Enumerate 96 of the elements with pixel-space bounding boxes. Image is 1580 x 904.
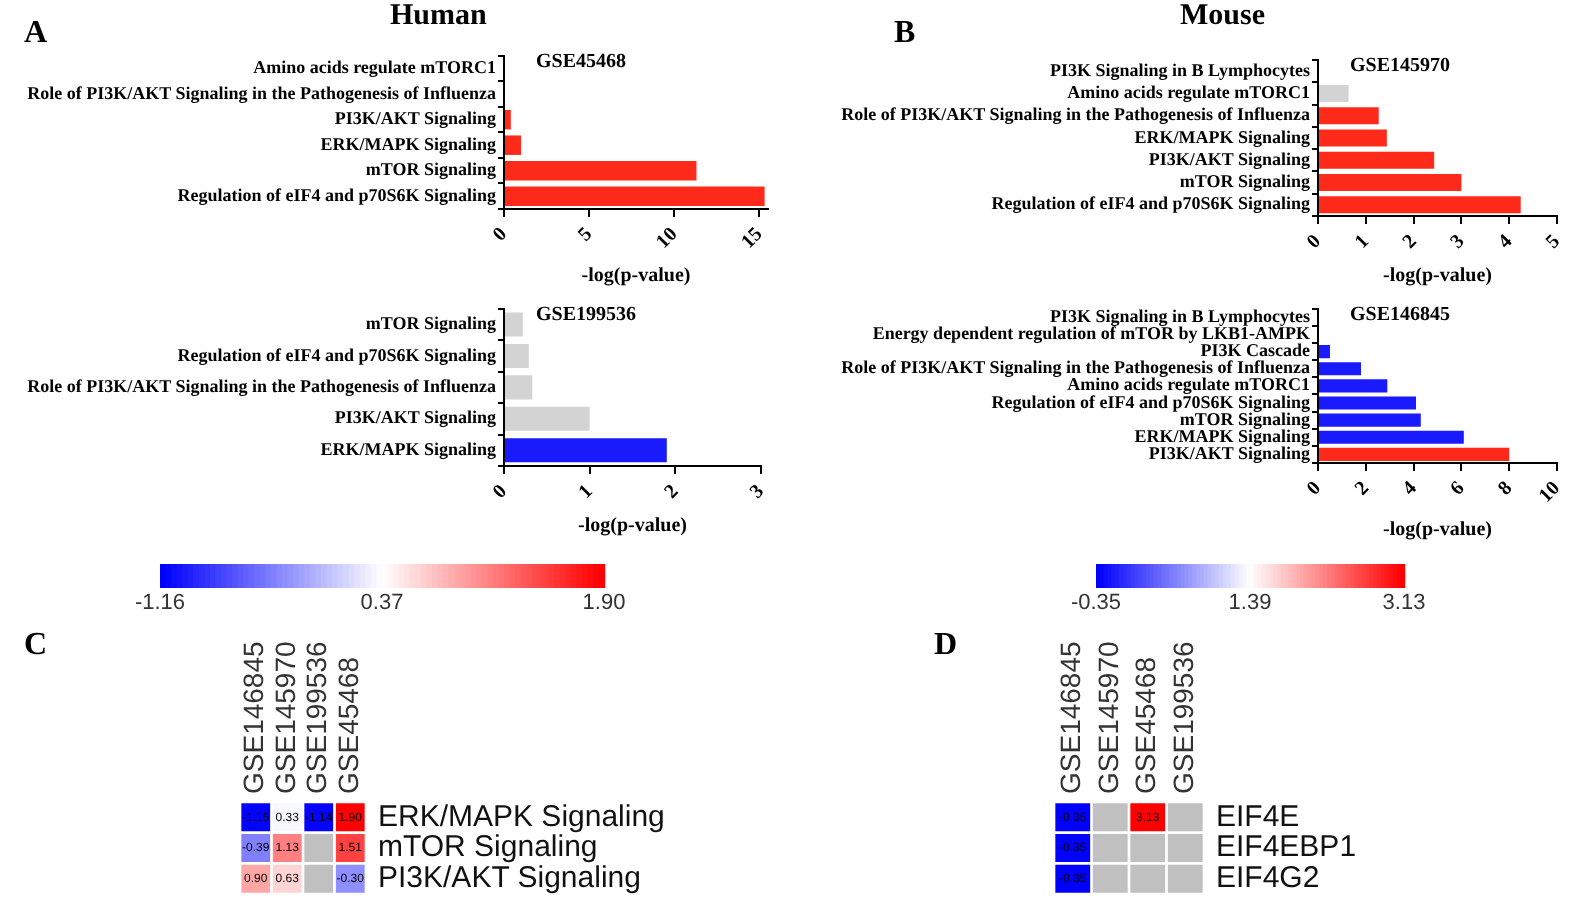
y-tick-label: Role of PI3K/AKT Signaling in the Pathogenesis of Influenza xyxy=(27,376,497,397)
x-tick-label: GSE45468 xyxy=(1129,656,1162,794)
y-tick-label: Regulation of eIF4 and p70S6K Signaling xyxy=(177,184,497,205)
y-tick-label: PI3K Signaling in B Lymphocytes xyxy=(1049,306,1311,327)
y-tick-label: mTOR Signaling xyxy=(1179,171,1311,192)
y-tick-label: Energy dependent regulation of mTOR by LKB1-AMPK xyxy=(872,323,1310,344)
color-bar-label: -0.35 xyxy=(1070,591,1122,616)
x-tick-label: GSE45468 xyxy=(331,656,364,794)
x-tick-label: 5 xyxy=(574,223,598,247)
bar xyxy=(1319,379,1388,393)
y-tick-label: mTOR Signaling xyxy=(365,313,497,334)
x-tick-label: 10 xyxy=(1535,477,1565,508)
y-tick-label: PI3K Cascade xyxy=(1200,340,1310,361)
chart-title: GSE45468 xyxy=(536,51,627,74)
y-tick-label: Amino acids regulate mTORC1 xyxy=(1067,374,1311,395)
x-tick-label: 0 xyxy=(1303,230,1326,254)
x-tick-label: 4 xyxy=(1494,230,1518,254)
x-axis-title: -log(p-value) xyxy=(581,265,691,288)
y-tick-label: PI3K/AKT Signaling xyxy=(378,860,641,895)
bar xyxy=(505,438,667,463)
x-tick-label: 10 xyxy=(652,223,683,254)
y-tick-label: PI3K/AKT Signaling xyxy=(334,407,497,428)
x-tick-label: 8 xyxy=(1494,477,1518,501)
x-tick-label: 0 xyxy=(1303,477,1326,501)
x-tick-label: 4 xyxy=(1398,477,1422,501)
y-tick-label: mTOR Signaling xyxy=(365,159,497,180)
y-tick-label: Role of PI3K/AKT Signaling in the Pathogenesis of Influenza xyxy=(27,82,497,103)
y-tick-label: Role of PI3K/AKT Signaling in the Pathogenesis of Influenza xyxy=(841,357,1311,378)
y-tick-label: ERK/MAPK Signaling xyxy=(320,133,497,154)
y-tick-label: ERK/MAPK Signaling xyxy=(1134,126,1311,147)
x-tick-label: 2 xyxy=(1351,477,1374,501)
text: C xyxy=(24,628,48,664)
x-tick-label: 2 xyxy=(660,480,684,504)
bar xyxy=(1319,129,1387,147)
y-tick-label: mTOR Signaling xyxy=(378,830,598,865)
y-tick-label: Role of PI3K/AKT Signaling in the Pathogenesis of Influenza xyxy=(841,104,1311,125)
y-tick-label: ERK/MAPK Signaling xyxy=(378,799,665,834)
bar xyxy=(1319,84,1349,102)
x-axis-title: -log(p-value) xyxy=(1383,519,1492,542)
bar xyxy=(505,343,529,368)
y-tick-label: Regulation of eIF4 and p70S6K Signaling xyxy=(991,193,1311,214)
x-tick-label: 0 xyxy=(489,223,512,247)
x-tick-label: 3 xyxy=(1446,230,1470,254)
bar xyxy=(1319,413,1421,427)
x-tick-label: GSE146845 xyxy=(237,641,270,794)
bar xyxy=(1319,196,1521,214)
bar xyxy=(505,375,533,400)
x-tick-label: 5 xyxy=(1542,230,1565,254)
x-tick-label: 15 xyxy=(737,223,768,254)
bar xyxy=(1319,362,1362,376)
text: B xyxy=(894,16,916,52)
x-axis-title: -log(p-value) xyxy=(578,515,687,538)
bar xyxy=(1319,174,1462,192)
x-tick-label: 2 xyxy=(1398,230,1422,254)
bar xyxy=(1319,447,1510,461)
bar xyxy=(1319,151,1435,169)
y-tick-label: EIF4EBP1 xyxy=(1216,830,1357,865)
y-tick-label: Regulation of eIF4 and p70S6K Signaling xyxy=(177,344,497,365)
y-tick-label: PI3K/AKT Signaling xyxy=(1148,148,1311,169)
color-bar-label: -1.16 xyxy=(134,591,186,616)
y-tick-label: Amino acids regulate mTORC1 xyxy=(1067,82,1311,103)
y-tick-label: PI3K/AKT Signaling xyxy=(334,108,497,129)
chart-title: GSE145970 xyxy=(1350,55,1451,78)
y-tick-label: EIF4G2 xyxy=(1216,860,1320,895)
bar xyxy=(505,406,590,431)
x-tick-label: 3 xyxy=(746,480,769,504)
y-tick-label: Regulation of eIF4 and p70S6K Signaling xyxy=(991,391,1311,412)
y-tick-label: ERK/MAPK Signaling xyxy=(320,438,497,459)
color-bar-label: 3.13 xyxy=(1382,591,1426,616)
bar xyxy=(505,312,523,337)
color-bar-label: 0.37 xyxy=(360,591,404,616)
color-bar-label: 1.90 xyxy=(582,591,626,616)
x-tick-label: GSE199536 xyxy=(300,641,333,794)
x-tick-label: GSE145970 xyxy=(1091,641,1124,794)
bar xyxy=(1319,107,1379,125)
chart-title: GSE146845 xyxy=(1350,303,1451,326)
y-tick-label: Amino acids regulate mTORC1 xyxy=(253,57,497,78)
x-axis-title: -log(p-value) xyxy=(1383,265,1492,288)
bar xyxy=(1319,396,1416,410)
chart-title: GSE199536 xyxy=(536,303,637,326)
x-tick-label: GSE146845 xyxy=(1054,641,1087,794)
x-tick-label: 6 xyxy=(1446,477,1470,501)
x-tick-label: GSE199536 xyxy=(1166,641,1199,794)
x-tick-label: 0 xyxy=(489,480,512,504)
bar xyxy=(1319,345,1330,359)
text: Human xyxy=(390,0,487,34)
color-bar-label: 1.39 xyxy=(1228,591,1272,616)
text: A xyxy=(24,16,48,52)
bar xyxy=(1319,430,1464,444)
text: D xyxy=(934,628,958,664)
x-tick-label: 1 xyxy=(574,480,598,504)
x-tick-label: GSE145970 xyxy=(268,641,301,794)
text: Mouse xyxy=(1180,0,1265,34)
y-tick-label: PI3K Signaling in B Lymphocytes xyxy=(1049,59,1311,80)
x-tick-label: 1 xyxy=(1351,230,1374,254)
y-tick-label: EIF4E xyxy=(1216,799,1300,834)
